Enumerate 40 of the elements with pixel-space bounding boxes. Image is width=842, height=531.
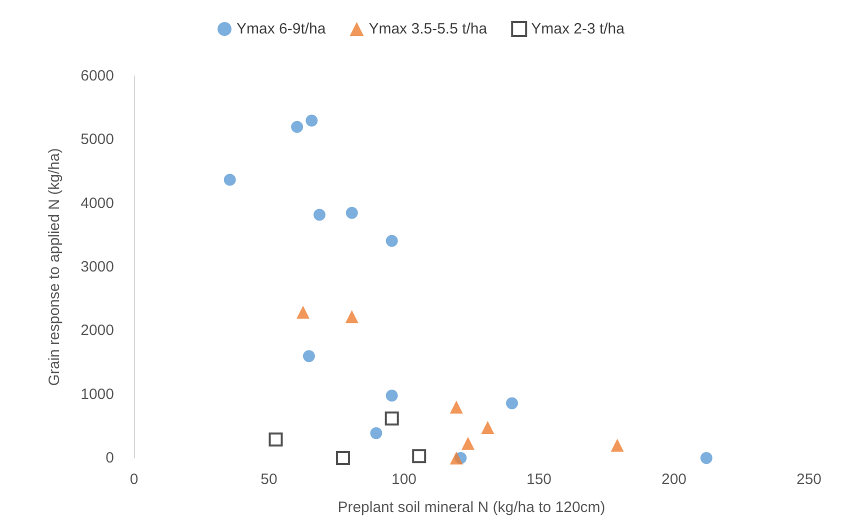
point xyxy=(268,432,283,447)
point xyxy=(386,234,398,247)
point xyxy=(306,114,318,127)
point xyxy=(370,427,382,440)
point xyxy=(336,451,350,465)
point xyxy=(314,208,326,221)
y-tick-label: 2000 xyxy=(80,322,114,340)
y-tick-label: 5000 xyxy=(80,131,114,148)
x-tick-label: 250 xyxy=(796,471,822,488)
legend-label: Ymax 2-3 t/ha xyxy=(531,20,626,38)
legend-label: Ymax 6-9t/ha xyxy=(236,20,326,38)
x-tick-label: 50 xyxy=(260,471,278,488)
y-tick-label: 4000 xyxy=(80,194,114,212)
point xyxy=(461,436,474,450)
point xyxy=(506,397,518,410)
point xyxy=(346,206,358,219)
y-axis-title: Grain response to applied N (kg/ha) xyxy=(46,148,63,386)
y-tick-label: 3000 xyxy=(80,258,114,276)
point xyxy=(450,400,463,414)
point xyxy=(610,438,624,452)
y-tick-label: 6000 xyxy=(80,68,114,84)
point xyxy=(296,306,310,319)
x-tick-label: 0 xyxy=(130,471,138,488)
point xyxy=(291,120,304,133)
x-tick-label: 100 xyxy=(391,471,417,488)
legend-label: Ymax 3.5-5.5 t/ha xyxy=(368,20,488,38)
point xyxy=(384,412,399,426)
y-tick-label: 1000 xyxy=(80,386,114,403)
x-tick-label: 200 xyxy=(661,471,687,488)
point xyxy=(700,452,712,464)
point xyxy=(345,310,358,324)
point xyxy=(412,449,426,464)
x-tick-label: 150 xyxy=(526,471,552,488)
x-axis-title: Preplant soil mineral N (kg/ha to 120cm) xyxy=(338,499,606,516)
point xyxy=(481,420,494,434)
point xyxy=(302,350,315,362)
point xyxy=(224,174,236,186)
y-tick-label: 0 xyxy=(106,450,114,466)
point xyxy=(450,452,463,464)
point xyxy=(386,390,398,402)
